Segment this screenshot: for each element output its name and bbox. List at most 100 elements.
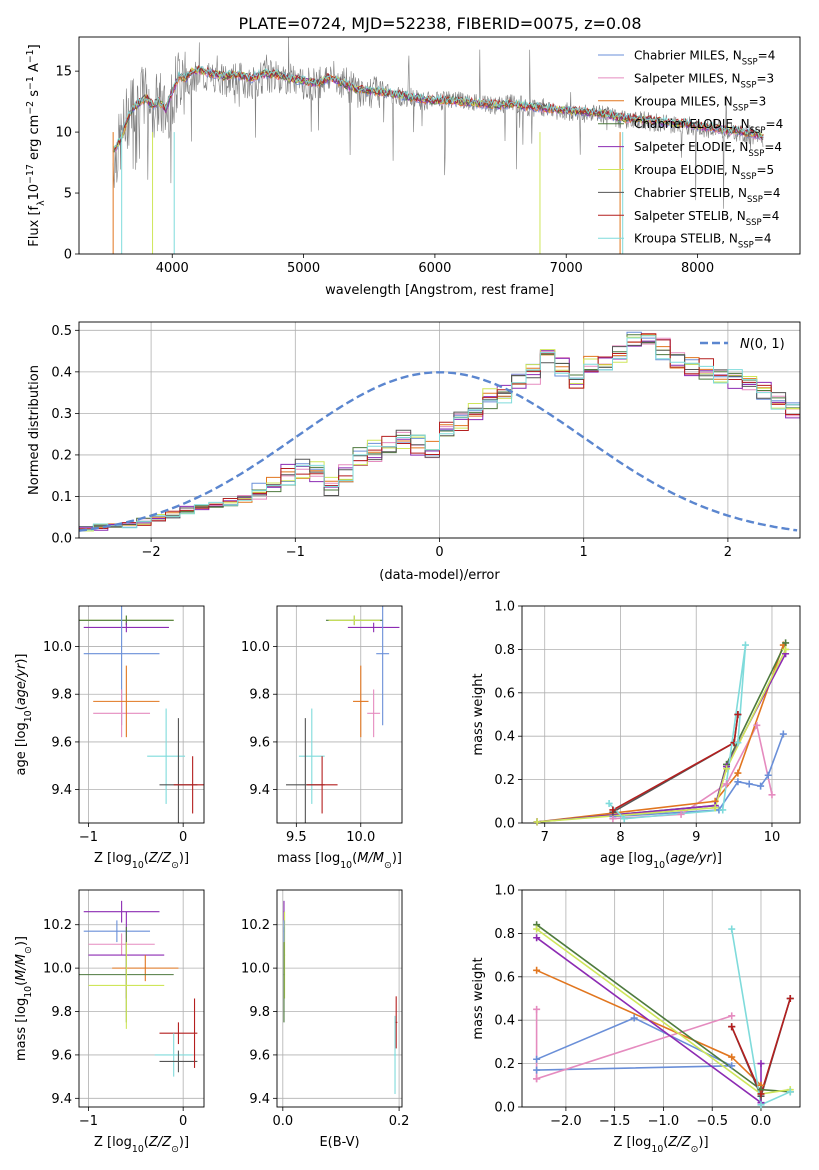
y-tick-label: 0.6 bbox=[494, 970, 515, 985]
y-tick-label: 0.6 bbox=[494, 686, 515, 701]
x-tick-label: 9.5 bbox=[286, 830, 307, 845]
legend-suffix: =5 bbox=[756, 163, 774, 177]
mass-weight-marker bbox=[734, 739, 742, 747]
y-tick-label: 10 bbox=[55, 126, 72, 141]
mass-weight-marker bbox=[734, 778, 742, 786]
x-tick-label: −1 bbox=[79, 1114, 98, 1129]
legend-text: Chabrier ELODIE, N bbox=[634, 117, 750, 131]
x-axis-label: Z [log10(Z/Z⊙)] bbox=[613, 1135, 708, 1155]
y-tick-label: 0.0 bbox=[494, 817, 515, 832]
x-tick-label: −1.0 bbox=[648, 1114, 680, 1129]
y-tick-label: 9.6 bbox=[249, 735, 270, 750]
legend-sub: SSP bbox=[746, 218, 762, 228]
x-axis-label: Z [log10(Z/Z⊙)] bbox=[94, 851, 189, 871]
x-tick-label: 8000 bbox=[681, 261, 714, 276]
label-part: 10 bbox=[23, 986, 34, 998]
axes-frame bbox=[78, 321, 801, 539]
y-axis-label: Normed distribution bbox=[27, 365, 42, 495]
y-tick-label: 10.0 bbox=[43, 640, 72, 655]
legend-text: Salpeter STELIB, N bbox=[634, 209, 746, 223]
x-tick-label: 8 bbox=[616, 830, 624, 845]
legend-suffix: =3 bbox=[756, 71, 774, 85]
legend-sub: SSP bbox=[748, 149, 764, 159]
mass-weight-marker bbox=[533, 1055, 541, 1063]
legend-entry: Chabrier STELIB, NSSP=4 bbox=[634, 186, 781, 205]
label-part: Z/Z bbox=[667, 1135, 691, 1150]
legend-entry: Kroupa ELODIE, NSSP=5 bbox=[634, 163, 774, 182]
label-part: A bbox=[27, 63, 42, 76]
label-part: 10 bbox=[27, 184, 42, 201]
mass-weight-marker bbox=[609, 806, 617, 814]
mass-weight-marker bbox=[782, 645, 790, 653]
mass-weight-vs-metallicity-panel: −2.0 −1.5 −1.0 −0.5 0.0 0.0 0.2 0.4 0.6 0.8 1.0 Z [… bbox=[471, 884, 801, 1155]
mass-weight-marker bbox=[757, 1060, 765, 1068]
y-tick-label: 9.6 bbox=[51, 1048, 72, 1063]
x-tick-label: 5000 bbox=[287, 261, 320, 276]
label-part: ( bbox=[14, 705, 29, 710]
label-part: log bbox=[112, 851, 132, 866]
x-tick-label: 9 bbox=[692, 830, 700, 845]
label-part: ( bbox=[14, 981, 29, 986]
x-axis-label: mass [log10(M/M⊙)] bbox=[277, 851, 402, 871]
label-part: )] bbox=[698, 1135, 708, 1150]
label-part: log bbox=[112, 1135, 132, 1150]
y-tick-label: 9.8 bbox=[51, 1005, 72, 1020]
label-part: 10 bbox=[340, 860, 352, 871]
axes-frame bbox=[521, 889, 801, 1108]
mass-weight-marker bbox=[605, 799, 613, 807]
x-tick-label: 7 bbox=[541, 830, 549, 845]
x-tick-label: −1 bbox=[286, 545, 305, 560]
y-tick-label: 0.4 bbox=[51, 365, 72, 380]
y-tick-label: 0.2 bbox=[494, 773, 515, 788]
x-axis-label: E(B-V) bbox=[319, 1135, 359, 1150]
mass-weight-series-line bbox=[612, 733, 785, 818]
mass-weight-marker bbox=[533, 1066, 541, 1074]
mass-weight-marker bbox=[711, 804, 719, 812]
axes-frame bbox=[276, 889, 403, 1108]
mass-weight-marker bbox=[533, 966, 541, 974]
legend-suffix: =4 bbox=[762, 209, 780, 223]
label-part: )] bbox=[179, 1135, 189, 1150]
mass-weight-marker bbox=[533, 1075, 541, 1083]
x-tick-label: 2 bbox=[724, 545, 732, 560]
age-vs-mass-panel: 9.5 10.0 9.4 9.6 9.8 10.0 mass [log10(M/M⊙)] bbox=[241, 605, 403, 871]
label-part: mass [ bbox=[14, 1018, 29, 1061]
label-part: 10 bbox=[651, 1144, 663, 1155]
legend-suffix: =4 bbox=[764, 140, 782, 154]
x-tick-label: −2.0 bbox=[550, 1114, 582, 1129]
legend-text: Salpeter MILES, N bbox=[634, 71, 741, 85]
legend-suffix: =4 bbox=[766, 117, 784, 131]
y-tick-label: 10.0 bbox=[43, 962, 72, 977]
x-tick-label: 0 bbox=[179, 1114, 187, 1129]
y-tick-label: 0.2 bbox=[494, 1057, 515, 1072]
y-tick-label: 9.4 bbox=[51, 1092, 72, 1107]
residuals-histogram-panel: −2 −1 0 1 2 0.0 0.1 0.2 0.3 0.4 0.5 N(0, 1) (data-mo… bbox=[27, 321, 801, 583]
legend-sub: SSP bbox=[747, 195, 763, 205]
label-part: )] bbox=[712, 851, 722, 866]
legend-sub: SSP bbox=[741, 172, 757, 182]
x-tick-label: −1 bbox=[79, 830, 98, 845]
mass-weight-marker bbox=[620, 815, 628, 823]
mass-weight-marker bbox=[728, 925, 736, 933]
axes-frame bbox=[521, 605, 801, 824]
label-part: age [ bbox=[14, 742, 29, 775]
x-tick-label: 0 bbox=[179, 830, 187, 845]
y-axis-label: mass weight bbox=[471, 673, 486, 755]
legend-text: Kroupa MILES, N bbox=[634, 94, 733, 108]
label-part: )] bbox=[14, 653, 29, 663]
mass-weight-marker bbox=[533, 934, 541, 942]
mass-weight-series-line bbox=[537, 644, 785, 823]
label-part: log bbox=[632, 1135, 652, 1150]
mass-weight-marker bbox=[723, 780, 731, 788]
mass-vs-ebv-panel: 0.0 0.2 9.4 9.6 9.8 10.0 10.2 E(B-V) bbox=[241, 889, 409, 1150]
y-tick-label: 9.6 bbox=[249, 1048, 270, 1063]
legend-text: Salpeter ELODIE, N bbox=[634, 140, 748, 154]
label-part: ( bbox=[663, 1135, 668, 1150]
mass-weight-series-line bbox=[537, 642, 787, 823]
label-part: −17 bbox=[25, 164, 36, 184]
legend-entry: Kroupa MILES, NSSP=3 bbox=[634, 94, 766, 113]
y-tick-label: 9.8 bbox=[51, 688, 72, 703]
legend-sub: SSP bbox=[741, 80, 757, 90]
x-axis-label: (data-model)/error bbox=[379, 568, 500, 583]
